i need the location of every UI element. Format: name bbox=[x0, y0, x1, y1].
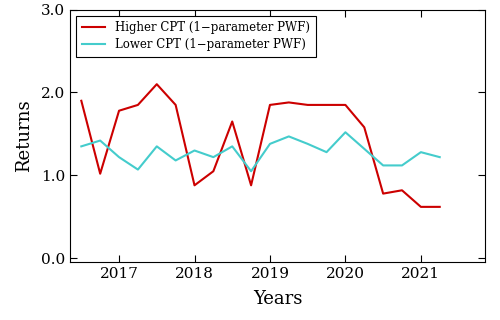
Lower CPT (1−parameter PWF) bbox=[267, 142, 273, 146]
Lower CPT (1−parameter PWF) bbox=[229, 144, 235, 148]
Higher CPT (1−parameter PWF) bbox=[229, 120, 235, 124]
Lower CPT (1−parameter PWF) bbox=[78, 144, 84, 148]
Lower CPT (1−parameter PWF) bbox=[362, 147, 368, 151]
Higher CPT (1−parameter PWF) bbox=[324, 103, 330, 107]
Lower CPT (1−parameter PWF) bbox=[380, 164, 386, 167]
Lower CPT (1−parameter PWF) bbox=[286, 134, 292, 138]
Higher CPT (1−parameter PWF) bbox=[154, 82, 160, 86]
Lower CPT (1−parameter PWF) bbox=[418, 150, 424, 154]
Lower CPT (1−parameter PWF) bbox=[436, 155, 442, 159]
Higher CPT (1−parameter PWF) bbox=[286, 100, 292, 104]
Lower CPT (1−parameter PWF) bbox=[210, 155, 216, 159]
Lower CPT (1−parameter PWF) bbox=[304, 142, 310, 146]
Higher CPT (1−parameter PWF) bbox=[116, 109, 122, 113]
Lower CPT (1−parameter PWF) bbox=[154, 144, 160, 148]
Higher CPT (1−parameter PWF) bbox=[436, 205, 442, 209]
Legend: Higher CPT (1−parameter PWF), Lower CPT (1−parameter PWF): Higher CPT (1−parameter PWF), Lower CPT … bbox=[76, 15, 316, 57]
Higher CPT (1−parameter PWF) bbox=[135, 103, 141, 107]
Lower CPT (1−parameter PWF) bbox=[324, 150, 330, 154]
Higher CPT (1−parameter PWF) bbox=[304, 103, 310, 107]
Higher CPT (1−parameter PWF) bbox=[362, 125, 368, 129]
Lower CPT (1−parameter PWF) bbox=[135, 168, 141, 172]
Lower CPT (1−parameter PWF) bbox=[248, 169, 254, 173]
Higher CPT (1−parameter PWF) bbox=[248, 183, 254, 187]
Higher CPT (1−parameter PWF) bbox=[210, 169, 216, 173]
Higher CPT (1−parameter PWF) bbox=[78, 99, 84, 103]
Higher CPT (1−parameter PWF) bbox=[380, 192, 386, 196]
Higher CPT (1−parameter PWF) bbox=[97, 172, 103, 176]
Higher CPT (1−parameter PWF) bbox=[418, 205, 424, 209]
Line: Lower CPT (1−parameter PWF): Lower CPT (1−parameter PWF) bbox=[82, 132, 440, 171]
Higher CPT (1−parameter PWF) bbox=[267, 103, 273, 107]
Lower CPT (1−parameter PWF) bbox=[399, 164, 405, 167]
Lower CPT (1−parameter PWF) bbox=[97, 139, 103, 142]
Higher CPT (1−parameter PWF) bbox=[342, 103, 348, 107]
Higher CPT (1−parameter PWF) bbox=[399, 188, 405, 192]
Lower CPT (1−parameter PWF) bbox=[172, 158, 178, 162]
Lower CPT (1−parameter PWF) bbox=[116, 155, 122, 159]
Y-axis label: Returns: Returns bbox=[14, 100, 32, 172]
Higher CPT (1−parameter PWF) bbox=[172, 103, 178, 107]
Lower CPT (1−parameter PWF) bbox=[192, 148, 198, 152]
Lower CPT (1−parameter PWF) bbox=[342, 130, 348, 134]
Line: Higher CPT (1−parameter PWF): Higher CPT (1−parameter PWF) bbox=[82, 84, 440, 207]
X-axis label: Years: Years bbox=[253, 290, 302, 308]
Higher CPT (1−parameter PWF) bbox=[192, 183, 198, 187]
